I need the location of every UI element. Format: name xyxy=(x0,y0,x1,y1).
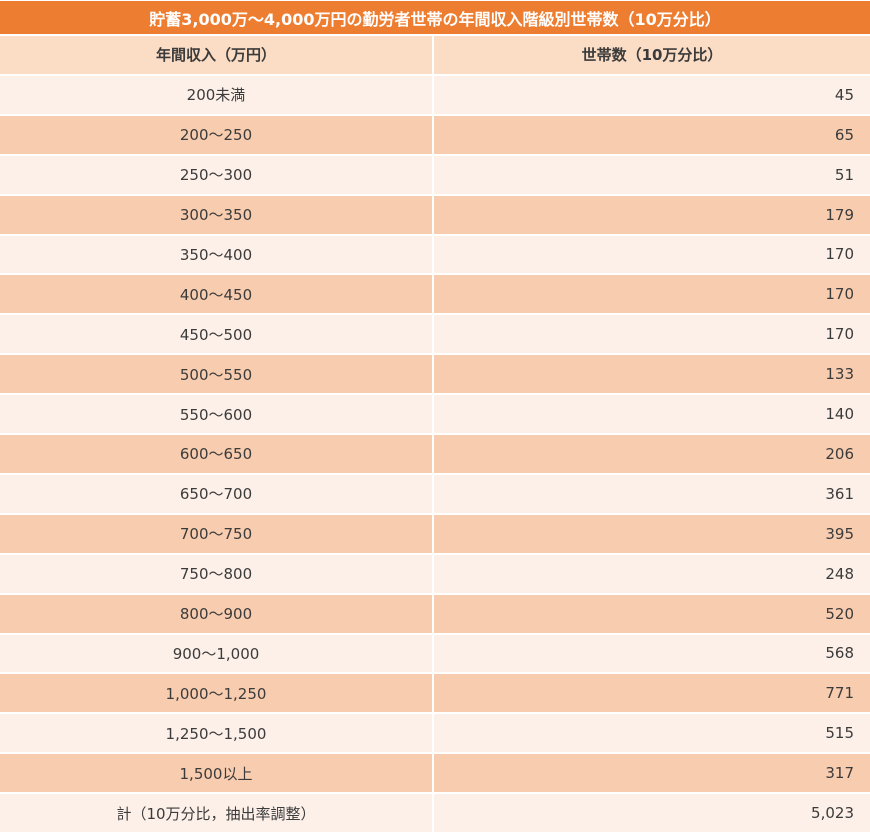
income-cell: 200～250 xyxy=(0,115,432,154)
households-cell: 140 xyxy=(434,395,870,433)
households-cell: 515 xyxy=(434,714,870,753)
households-cell: 5,023 xyxy=(434,794,870,832)
households-cell: 771 xyxy=(434,674,870,713)
households-cell: 568 xyxy=(434,634,870,673)
households-cell: 361 xyxy=(434,474,870,513)
income-cell: 800～900 xyxy=(0,594,432,633)
income-cell: 650～700 xyxy=(0,474,432,513)
households-cell: 395 xyxy=(434,514,870,553)
income-cell: 1,500以上 xyxy=(0,754,432,793)
households-cell: 45 xyxy=(434,75,870,114)
income-cell: 200未満 xyxy=(0,75,432,114)
income-cell: 350～400 xyxy=(0,235,432,274)
income-cell: 450～500 xyxy=(0,315,432,354)
households-cell: 248 xyxy=(434,554,870,593)
households-cell: 170 xyxy=(434,315,870,354)
table-title: 貯蓄3,000万～4,000万円の勤労者世帯の年間収入階級別世帯数（10万分比） xyxy=(0,1,870,34)
income-cell: 750～800 xyxy=(0,554,432,593)
income-cell: 1,000～1,250 xyxy=(0,674,432,713)
income-cell: 計（10万分比，抽出率調整） xyxy=(0,794,432,832)
income-cell: 1,250～1,500 xyxy=(0,714,432,753)
income-cell: 300～350 xyxy=(0,195,432,234)
households-cell: 317 xyxy=(434,754,870,793)
income-cell: 400～450 xyxy=(0,275,432,314)
households-cell: 65 xyxy=(434,115,870,154)
income-cell: 250～300 xyxy=(0,155,432,194)
households-cell: 206 xyxy=(434,435,870,473)
column-header-income: 年間収入（万円） xyxy=(0,36,432,74)
households-cell: 51 xyxy=(434,155,870,194)
income-cell: 700～750 xyxy=(0,514,432,553)
households-cell: 520 xyxy=(434,594,870,633)
income-cell: 550～600 xyxy=(0,395,432,433)
column-header-households: 世帯数（10万分比） xyxy=(434,36,870,74)
households-cell: 133 xyxy=(434,355,870,394)
income-cell: 900～1,000 xyxy=(0,634,432,673)
households-cell: 170 xyxy=(434,275,870,314)
income-cell: 500～550 xyxy=(0,355,432,394)
income-table: 年間収入（万円） 世帯数（10万分比） 200未満 45 200～250 65 250～… xyxy=(0,36,870,832)
income-cell: 600～650 xyxy=(0,435,432,473)
households-cell: 179 xyxy=(434,195,870,234)
households-cell: 170 xyxy=(434,235,870,274)
